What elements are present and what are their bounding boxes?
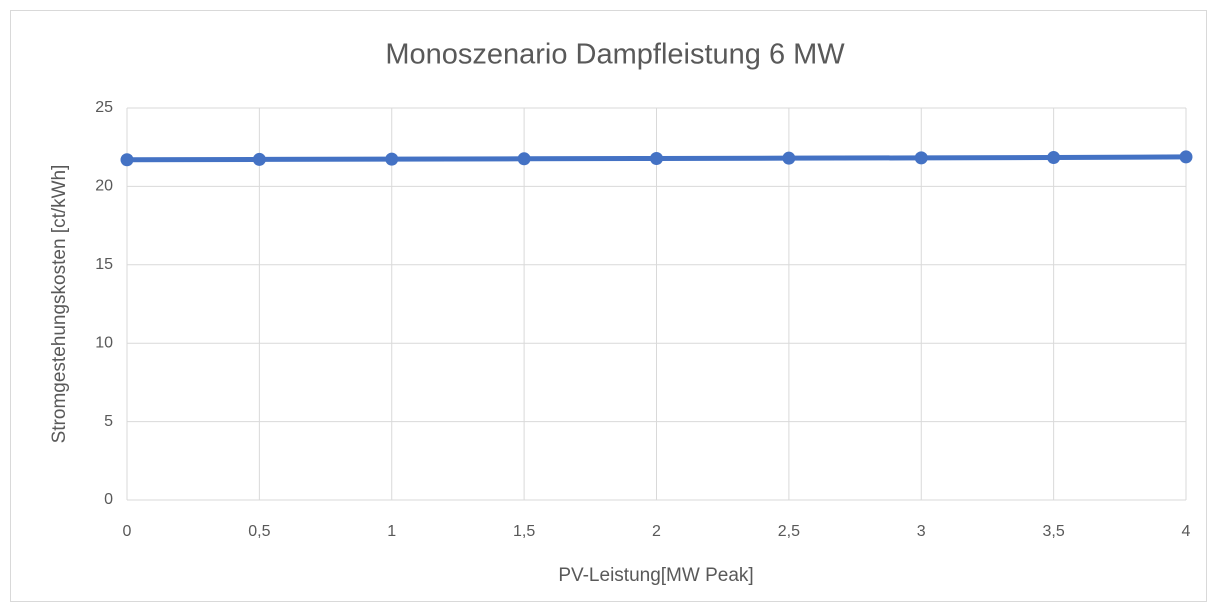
y-tick-label: 25 xyxy=(95,99,113,116)
x-tick-label: 3 xyxy=(917,523,926,540)
data-point xyxy=(782,151,796,165)
y-tick-label: 20 xyxy=(95,178,113,195)
data-point xyxy=(517,152,531,166)
data-point xyxy=(120,153,134,167)
x-tick-label: 3,5 xyxy=(1043,523,1065,540)
data-point xyxy=(914,151,928,165)
x-axis-label: PV-Leistung[MW Peak] xyxy=(558,565,753,586)
y-tick-label: 10 xyxy=(95,334,113,351)
data-point xyxy=(650,151,663,165)
x-tick-label: 0 xyxy=(123,523,132,540)
data-point xyxy=(1047,151,1061,165)
x-tick-label: 4 xyxy=(1182,523,1191,540)
y-tick-label: 15 xyxy=(95,256,113,273)
x-tick-label: 2,5 xyxy=(778,523,800,540)
y-tick-label: 5 xyxy=(104,413,113,430)
data-point xyxy=(385,152,399,166)
y-tick-label: 0 xyxy=(104,491,113,508)
y-axis-label: Stromgestehungskosten [ct/kWh] xyxy=(49,165,70,444)
data-point xyxy=(252,152,266,166)
x-tick-label: 1 xyxy=(387,523,396,540)
chart-title: Monoszenario Dampfleistung 6 MW xyxy=(385,39,845,71)
x-tick-label: 1,5 xyxy=(513,523,535,540)
x-tick-label: 2 xyxy=(652,523,661,540)
chart-border xyxy=(10,10,1207,602)
data-point xyxy=(1179,150,1193,164)
x-tick-label: 0,5 xyxy=(248,523,270,540)
